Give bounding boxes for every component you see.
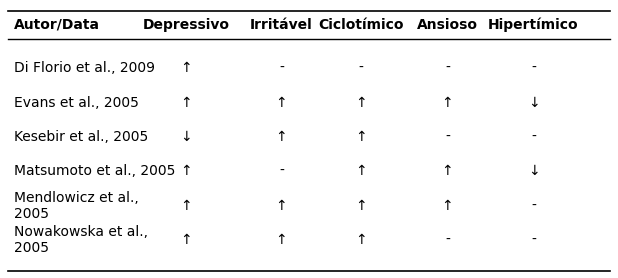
Text: -: - (445, 233, 450, 247)
Text: ↑: ↑ (180, 96, 192, 110)
Text: Ciclotímico: Ciclotímico (318, 18, 404, 32)
Text: Nowakowska et al.,
2005: Nowakowska et al., 2005 (14, 225, 148, 255)
Text: Evans et al., 2005: Evans et al., 2005 (14, 96, 138, 110)
Text: -: - (445, 130, 450, 144)
Text: ↑: ↑ (276, 233, 287, 247)
Text: Ansioso: Ansioso (417, 18, 478, 32)
Text: -: - (359, 61, 364, 75)
Text: Depressivo: Depressivo (143, 18, 229, 32)
Text: ↑: ↑ (276, 199, 287, 213)
Text: ↑: ↑ (276, 96, 287, 110)
Text: -: - (531, 233, 536, 247)
Text: ↑: ↑ (355, 199, 367, 213)
Text: Kesebir et al., 2005: Kesebir et al., 2005 (14, 130, 148, 144)
Text: ↑: ↑ (442, 96, 453, 110)
Text: Irritável: Irritável (250, 18, 313, 32)
Text: ↑: ↑ (355, 164, 367, 178)
Text: ↓: ↓ (528, 96, 540, 110)
Text: -: - (279, 61, 284, 75)
Text: -: - (531, 130, 536, 144)
Text: ↓: ↓ (180, 130, 192, 144)
Text: ↑: ↑ (276, 130, 287, 144)
Text: -: - (531, 61, 536, 75)
Text: ↑: ↑ (442, 164, 453, 178)
Text: Autor/Data: Autor/Data (14, 18, 99, 32)
Text: ↑: ↑ (180, 233, 192, 247)
Text: ↑: ↑ (180, 199, 192, 213)
Text: -: - (445, 61, 450, 75)
Text: Matsumoto et al., 2005: Matsumoto et al., 2005 (14, 164, 175, 178)
Text: Di Florio et al., 2009: Di Florio et al., 2009 (14, 61, 154, 75)
Text: ↑: ↑ (180, 61, 192, 75)
Text: ↑: ↑ (355, 233, 367, 247)
Text: ↓: ↓ (528, 164, 540, 178)
Text: Mendlowicz et al.,
2005: Mendlowicz et al., 2005 (14, 191, 138, 221)
Text: ↑: ↑ (442, 199, 453, 213)
Text: ↑: ↑ (355, 96, 367, 110)
Text: -: - (531, 199, 536, 213)
Text: ↑: ↑ (180, 164, 192, 178)
Text: ↑: ↑ (355, 130, 367, 144)
Text: Hipertímico: Hipertímico (488, 18, 579, 32)
Text: -: - (279, 164, 284, 178)
